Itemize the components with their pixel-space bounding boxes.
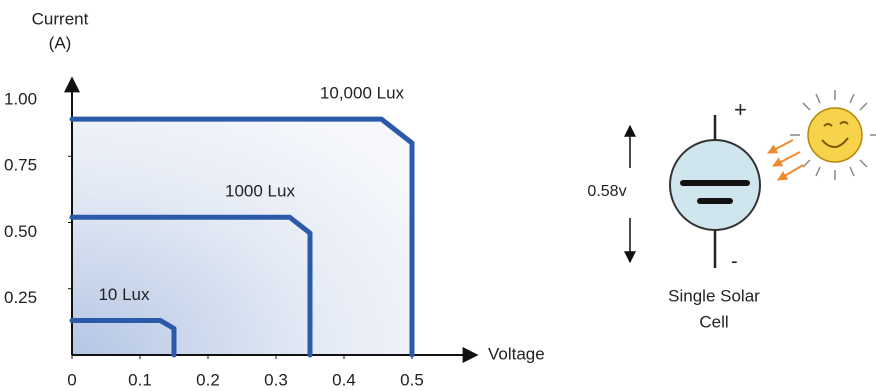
- curve-label: 1000 Lux: [225, 182, 295, 201]
- curve-label: 10,000 Lux: [320, 84, 405, 103]
- plot: 0.25 0.50 0.75 1.00 0 0.1 0.2 0.3 0.4 0.5 10 Lux 10…: [4, 76, 479, 389]
- voltage-label: 0.58v: [587, 183, 626, 200]
- curve: [69, 318, 177, 358]
- plus: +: [734, 97, 747, 122]
- y-tick-label: 0.25: [4, 288, 37, 307]
- x-tick-label: 0: [67, 370, 76, 389]
- minus: -: [731, 250, 738, 272]
- caption: Single Solar: [668, 286, 760, 305]
- curve-label: 10 Lux: [98, 285, 150, 304]
- curve: [69, 214, 313, 358]
- y-axis-label: (A): [49, 33, 72, 52]
- solar-cell: + - 0.58v Single Solar Cell: [587, 97, 761, 331]
- caption: Cell: [699, 312, 728, 331]
- x-tick-label: 0.2: [196, 370, 220, 389]
- x-tick-label: 0.1: [128, 370, 152, 389]
- x-axis-label: Voltage: [488, 344, 545, 363]
- sun: [767, 90, 876, 181]
- y-tick-label: 1.00: [4, 89, 37, 108]
- x-tick-label: 0.3: [264, 370, 288, 389]
- y-tick-label: 0.50: [4, 222, 37, 241]
- x-tick-label: 0.4: [332, 370, 356, 389]
- y-axis-label: Current: [32, 9, 89, 28]
- curve: [69, 116, 415, 358]
- x-tick-label: 0.5: [400, 370, 424, 389]
- y-tick-label: 0.75: [4, 156, 37, 175]
- area-background: [72, 119, 412, 356]
